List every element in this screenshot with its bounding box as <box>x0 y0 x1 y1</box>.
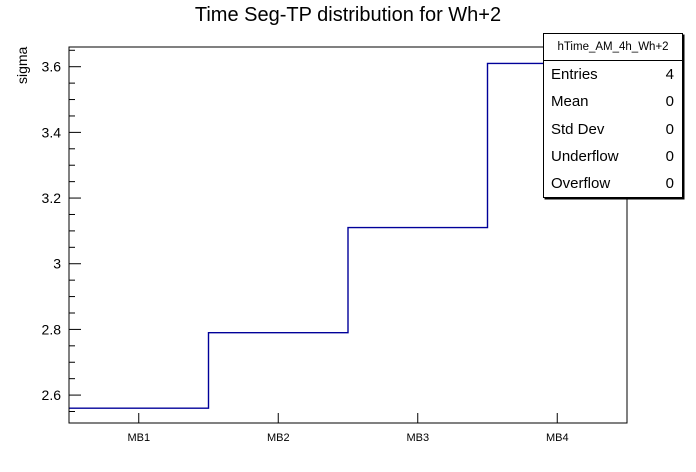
stats-value: 0 <box>665 147 674 165</box>
y-tick-label: 3 <box>53 256 61 272</box>
stats-value: 0 <box>665 174 674 192</box>
stats-box-body: Entries 4 Mean 0 Std Dev 0 Underflow 0 O… <box>544 61 682 197</box>
stats-row-underflow: Underflow 0 <box>544 143 682 170</box>
stats-label: Underflow <box>551 147 619 165</box>
plot-frame <box>68 46 628 424</box>
stats-value: 4 <box>665 66 674 84</box>
x-tick-label: MB3 <box>406 432 429 444</box>
y-tick-label: 2.8 <box>42 321 62 337</box>
stats-row-entries: Entries 4 <box>544 61 682 88</box>
histogram-step-line <box>69 62 627 409</box>
x-tick-label: MB1 <box>127 432 150 444</box>
stats-value: 0 <box>665 120 674 138</box>
chart-title: Time Seg-TP distribution for Wh+2 <box>194 4 502 26</box>
stats-row-stddev: Std Dev 0 <box>544 115 682 142</box>
stats-box-title: hTime_AM_4h_Wh+2 <box>544 34 682 61</box>
x-tick-label: MB4 <box>546 432 569 444</box>
y-tick-label: 3.2 <box>42 190 62 206</box>
stats-label: Std Dev <box>551 120 605 138</box>
stats-label: Entries <box>551 66 598 84</box>
stats-row-overflow: Overflow 0 <box>544 170 682 197</box>
x-tick-label: MB2 <box>267 432 290 444</box>
y-tick-label: 3.4 <box>42 124 62 140</box>
stats-label: Mean <box>551 93 589 111</box>
y-tick-label: 3.6 <box>42 59 62 75</box>
stats-row-mean: Mean 0 <box>544 88 682 115</box>
stats-box: hTime_AM_4h_Wh+2 Entries 4 Mean 0 Std De… <box>543 33 683 198</box>
y-tick-label: 2.6 <box>42 387 62 403</box>
stats-value: 0 <box>665 93 674 111</box>
stats-label: Overflow <box>551 174 611 192</box>
